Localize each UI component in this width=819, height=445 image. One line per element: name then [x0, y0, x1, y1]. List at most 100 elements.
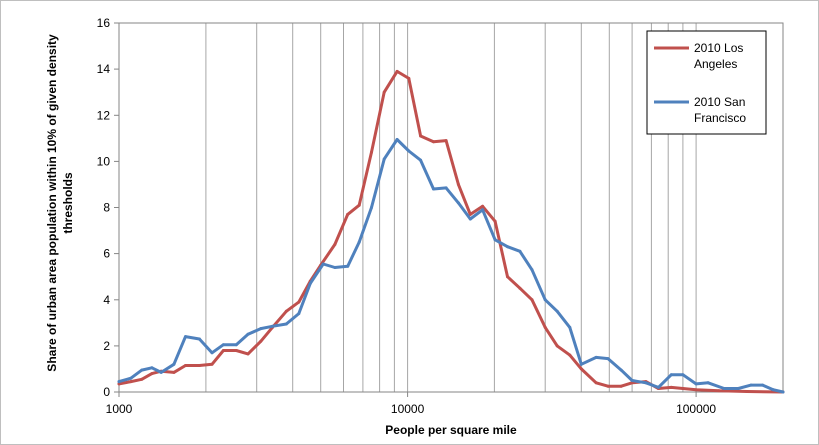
data-point-2010-los-angeles	[717, 389, 721, 393]
data-point-2010-los-angeles	[210, 362, 214, 366]
data-point-2010-san-francisco	[129, 376, 133, 380]
y-axis-title-line-2: thresholds	[61, 172, 75, 234]
data-point-2010-los-angeles	[555, 344, 559, 348]
data-point-2010-san-francisco	[150, 366, 154, 370]
y-axis-title-line-1: Share of urban area population within 10…	[45, 34, 59, 372]
y-tick-label: 12	[97, 108, 111, 122]
data-point-2010-san-francisco	[736, 387, 740, 390]
data-point-2010-los-angeles	[370, 150, 373, 154]
data-point-2010-los-angeles	[419, 134, 423, 138]
data-point-2010-san-francisco	[781, 390, 785, 394]
legend-label-san-francisco-line-2: Francisco	[694, 111, 746, 125]
data-point-2010-san-francisco	[468, 217, 472, 221]
data-point-2010-los-angeles	[444, 139, 448, 143]
legend-label-los-angeles-line-1: 2010 Los	[694, 41, 743, 55]
data-point-2010-san-francisco	[630, 379, 634, 382]
data-point-2010-los-angeles	[579, 367, 583, 371]
data-point-2010-los-angeles	[407, 76, 411, 80]
data-point-2010-los-angeles	[669, 385, 673, 389]
data-point-2010-san-francisco	[140, 368, 144, 372]
data-point-2010-san-francisco	[246, 332, 250, 336]
x-axis-title: People per square mile	[385, 423, 517, 437]
data-point-2010-san-francisco	[117, 380, 121, 384]
tick-labels: 0 2 4 6 8 10 12 14 16 1000 10000 100000	[97, 16, 717, 416]
data-point-2010-san-francisco	[543, 298, 547, 302]
data-point-2010-los-angeles	[568, 353, 572, 357]
data-point-2010-san-francisco	[722, 387, 726, 390]
data-point-2010-los-angeles	[246, 352, 250, 356]
legend-label-los-angeles-line-2: Angeles	[694, 57, 737, 71]
data-point-2010-san-francisco	[184, 335, 187, 339]
data-point-2010-los-angeles	[284, 309, 288, 313]
y-tick-label: 8	[103, 201, 110, 215]
y-tick-label: 16	[97, 16, 111, 30]
data-point-2010-los-angeles	[518, 286, 522, 290]
data-point-2010-san-francisco	[197, 337, 201, 341]
data-point-2010-san-francisco	[210, 351, 214, 355]
data-point-2010-san-francisco	[270, 324, 274, 328]
y-axis-title: Share of urban area population within 10…	[45, 34, 75, 372]
data-point-2010-los-angeles	[333, 242, 337, 246]
y-tick-label: 4	[103, 293, 110, 307]
data-point-2010-los-angeles	[745, 390, 749, 393]
data-point-2010-san-francisco	[656, 385, 660, 389]
data-point-2010-san-francisco	[297, 312, 301, 316]
data-point-2010-san-francisco	[444, 186, 448, 190]
data-point-2010-san-francisco	[234, 343, 238, 347]
data-point-2010-san-francisco	[579, 362, 583, 366]
data-point-2010-san-francisco	[382, 157, 386, 161]
data-point-2010-san-francisco	[555, 309, 559, 313]
data-point-2010-los-angeles	[117, 382, 121, 386]
data-point-2010-los-angeles	[297, 300, 301, 304]
data-point-2010-los-angeles	[694, 388, 698, 392]
data-point-2010-san-francisco	[370, 206, 373, 209]
data-point-2010-san-francisco	[749, 383, 753, 387]
data-point-2010-san-francisco	[530, 268, 534, 272]
data-point-2010-san-francisco	[407, 149, 411, 153]
data-point-2010-san-francisco	[321, 262, 325, 266]
y-tick-label: 6	[103, 247, 110, 261]
x-tick-label: 100000	[676, 402, 716, 416]
data-point-2010-los-angeles	[234, 349, 238, 352]
data-point-2010-san-francisco	[761, 383, 765, 387]
data-point-2010-los-angeles	[432, 140, 435, 144]
data-point-2010-san-francisco	[308, 282, 312, 286]
data-point-2010-san-francisco	[493, 238, 497, 242]
data-point-2010-san-francisco	[619, 368, 623, 372]
data-point-2010-los-angeles	[606, 384, 610, 388]
legend-label-san-francisco-line-1: 2010 San	[694, 95, 745, 109]
data-point-2010-san-francisco	[159, 370, 163, 374]
data-point-2010-los-angeles	[395, 69, 399, 73]
data-point-2010-san-francisco	[284, 322, 288, 326]
data-point-2010-los-angeles	[543, 325, 547, 329]
data-point-2010-los-angeles	[681, 387, 685, 390]
legend: 2010 Los Angeles 2010 San Francisco	[646, 30, 767, 135]
data-point-2010-san-francisco	[568, 325, 572, 329]
data-point-2010-los-angeles	[150, 372, 154, 376]
data-point-2010-san-francisco	[357, 240, 361, 244]
data-point-2010-san-francisco	[606, 357, 610, 361]
data-point-2010-los-angeles	[259, 339, 263, 343]
data-point-2010-san-francisco	[694, 382, 698, 386]
data-point-2010-los-angeles	[221, 349, 225, 352]
data-point-2010-san-francisco	[395, 138, 399, 141]
x-tick-label: 10000	[391, 402, 425, 416]
data-point-2010-san-francisco	[644, 381, 648, 385]
data-point-2010-los-angeles	[619, 384, 623, 388]
y-tick-label: 0	[103, 385, 110, 399]
data-point-2010-san-francisco	[681, 373, 685, 377]
data-point-2010-san-francisco	[669, 373, 673, 377]
data-point-2010-san-francisco	[706, 381, 710, 385]
data-point-2010-san-francisco	[346, 264, 350, 268]
data-point-2010-san-francisco	[771, 388, 775, 392]
data-point-2010-los-angeles	[172, 370, 176, 374]
x-tick-label: 1000	[106, 402, 133, 416]
data-point-2010-san-francisco	[432, 187, 435, 191]
data-point-2010-los-angeles	[197, 364, 201, 367]
data-point-2010-san-francisco	[221, 343, 225, 347]
data-point-2010-los-angeles	[184, 364, 187, 367]
data-point-2010-los-angeles	[129, 380, 133, 384]
data-point-2010-san-francisco	[506, 245, 509, 249]
gridlines	[205, 23, 697, 392]
